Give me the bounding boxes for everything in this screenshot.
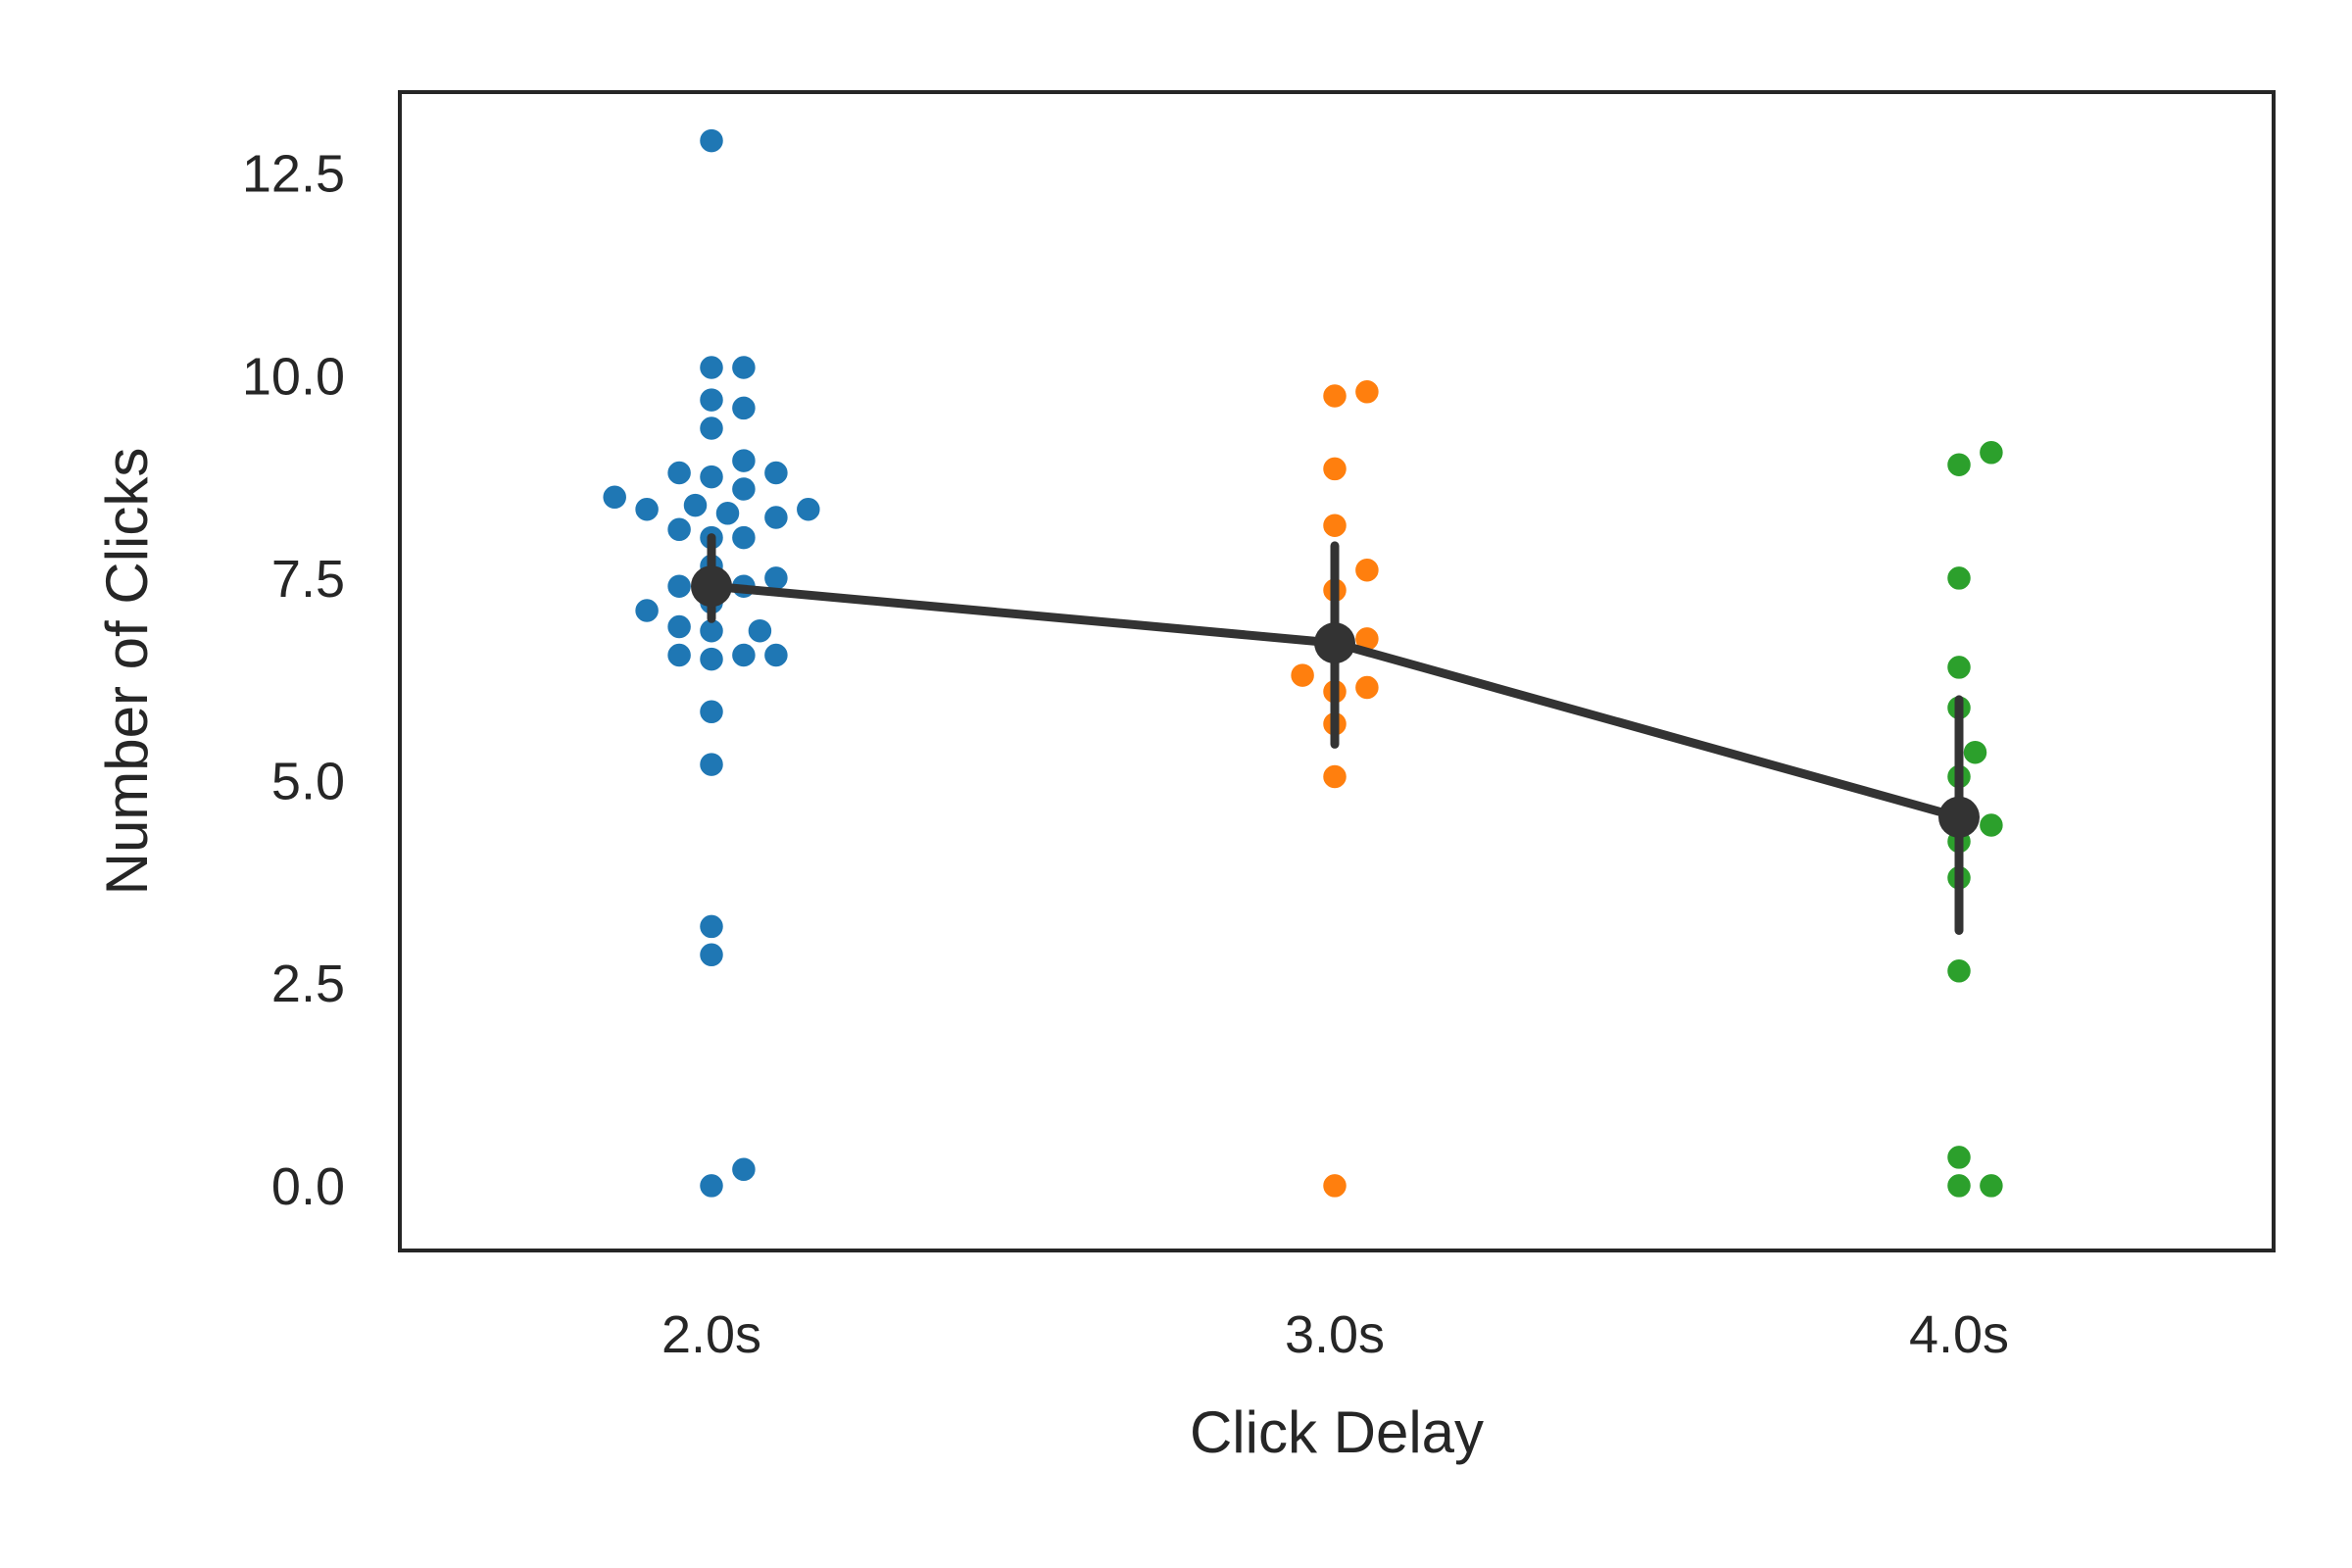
plot-frame	[398, 90, 2276, 1252]
data-point	[730, 447, 758, 474]
point-estimate-layer	[691, 533, 1980, 936]
x-tick-label: 4.0s	[1909, 1305, 2009, 1364]
data-point	[795, 496, 822, 522]
data-point	[682, 492, 709, 518]
data-point	[730, 354, 758, 381]
y-tick-label: 0.0	[271, 1157, 345, 1216]
data-point	[698, 386, 725, 414]
data-point	[1978, 439, 2005, 466]
data-point	[1353, 378, 1381, 406]
data-point	[1321, 382, 1348, 410]
data-point	[633, 496, 661, 522]
x-axis-ticks: 2.0s 3.0s 4.0s	[662, 1305, 2009, 1364]
data-point	[665, 642, 693, 668]
data-point	[1289, 662, 1316, 689]
mean-marker	[1938, 796, 1980, 838]
x-axis-label: Click Delay	[1190, 1399, 1484, 1465]
data-point	[698, 942, 725, 968]
mean-marker	[691, 565, 732, 608]
data-point	[762, 564, 790, 592]
data-point	[762, 642, 790, 668]
data-point	[601, 484, 628, 511]
data-point	[730, 395, 758, 421]
data-point	[665, 460, 693, 486]
data-point	[633, 597, 661, 624]
data-point	[1353, 557, 1381, 583]
y-tick-label: 7.5	[271, 550, 345, 609]
data-point	[665, 572, 693, 600]
data-point	[730, 642, 758, 668]
data-point	[714, 500, 741, 527]
data-point	[698, 415, 725, 442]
y-axis-label: Number of Clicks	[94, 448, 160, 896]
data-point	[1945, 564, 1973, 592]
data-point	[762, 504, 790, 531]
data-point	[730, 524, 758, 551]
data-point	[1978, 1172, 2005, 1200]
data-point	[665, 516, 693, 543]
data-point	[698, 1172, 725, 1200]
data-point	[698, 699, 725, 725]
y-tick-label: 10.0	[242, 347, 345, 406]
data-point	[1353, 674, 1381, 701]
data-point	[747, 617, 773, 644]
data-point	[698, 646, 725, 672]
y-tick-label: 2.5	[271, 955, 345, 1013]
data-point	[1945, 654, 1973, 681]
mean-marker	[1314, 622, 1355, 664]
data-point	[1321, 512, 1348, 539]
data-point	[698, 464, 725, 490]
data-point	[1321, 763, 1348, 790]
data-point	[1945, 451, 1973, 478]
data-point	[698, 751, 725, 778]
data-point	[1978, 811, 2005, 839]
data-point	[1945, 957, 1973, 985]
data-point	[698, 127, 725, 154]
y-tick-label: 12.5	[242, 145, 345, 204]
data-point	[1945, 1144, 1973, 1171]
data-point	[730, 1156, 758, 1183]
data-point	[698, 913, 725, 940]
data-point	[698, 354, 725, 381]
y-tick-label: 5.0	[271, 753, 345, 811]
data-point	[1321, 456, 1348, 482]
data-point	[730, 475, 758, 503]
x-tick-label: 2.0s	[662, 1305, 761, 1364]
y-axis-ticks: 0.0 2.5 5.0 7.5 10.0 12.5	[242, 145, 345, 1216]
data-point	[665, 613, 693, 640]
data-point	[1962, 739, 1988, 765]
data-point	[1321, 1172, 1348, 1200]
data-point	[1945, 1172, 1973, 1200]
x-tick-label: 3.0s	[1285, 1305, 1385, 1364]
data-point	[762, 460, 790, 486]
